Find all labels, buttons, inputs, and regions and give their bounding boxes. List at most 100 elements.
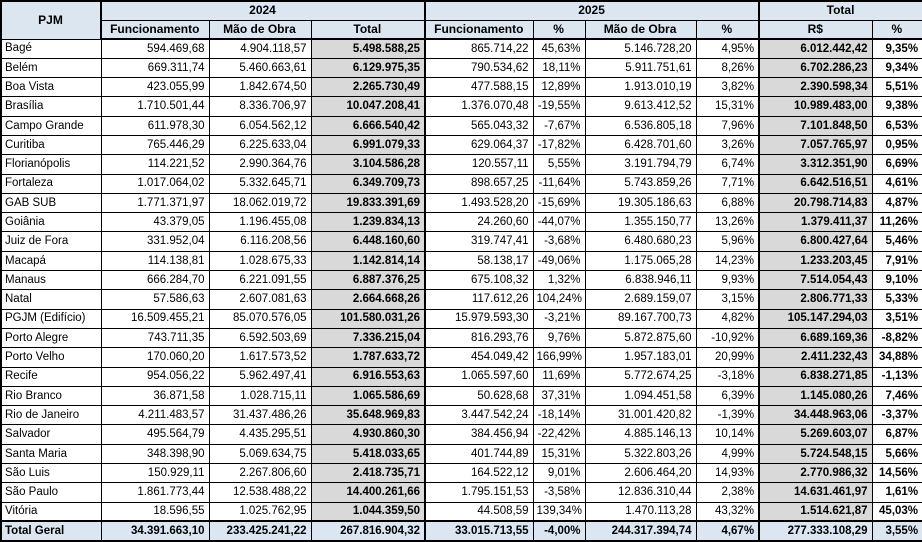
- total-rs-cell: 7.514.054,43: [758, 270, 873, 291]
- pct-mao-de-obra-2025-cell: 20,99%: [695, 347, 760, 368]
- funcionamento-2024-cell: 666.284,70: [100, 270, 210, 291]
- pct-mao-de-obra-2025-cell: 7,71%: [695, 173, 760, 194]
- funcionamento-2025-cell: 816.293,76: [424, 327, 534, 349]
- funcionamento-2024-cell: 34.391.663,10: [100, 520, 210, 542]
- mao-de-obra-2024-cell: 2.607.081,63: [208, 289, 312, 310]
- pjm-cell: Porto Velho: [0, 347, 102, 368]
- header-mao-de-obra-2024: Mão de Obra: [208, 19, 312, 40]
- pct-mao-de-obra-2025-cell: 3,15%: [695, 289, 760, 310]
- total-rs-cell: 6.689.169,36: [758, 327, 873, 349]
- pct-funcionamento-2025-cell: -15,69%: [532, 192, 586, 214]
- pct-funcionamento-2025-cell: 45,63%: [532, 38, 586, 59]
- total-2024-cell: 6.349.709,73: [310, 173, 426, 194]
- total-rs-cell: 7.057.765,97: [758, 134, 873, 156]
- mao-de-obra-2025-cell: 4.885.146,13: [584, 424, 697, 445]
- pct-funcionamento-2025-cell: 139,34%: [532, 501, 586, 522]
- mao-de-obra-2024-cell: 233.425.241,22: [208, 520, 312, 542]
- mao-de-obra-2025-cell: 244.317.394,74: [584, 520, 697, 542]
- mao-de-obra-2024-cell: 1.196.455,08: [208, 212, 312, 233]
- table-row: Porto Velho 170.060,20 1.617.573,52 1.787.6…: [0, 347, 922, 368]
- funcionamento-2025-cell: 58.138,17: [424, 250, 534, 272]
- funcionamento-2025-cell: 1.493.528,20: [424, 192, 534, 214]
- total-2024-cell: 6.666.540,42: [310, 115, 426, 136]
- total-rs-cell: 277.333.108,29: [758, 520, 873, 542]
- funcionamento-2025-cell: 865.714,22: [424, 38, 534, 59]
- mao-de-obra-2024-cell: 5.069.634,75: [208, 443, 312, 465]
- mao-de-obra-2025-cell: 2.606.464,20: [584, 463, 697, 484]
- mao-de-obra-2025-cell: 3.191.794,79: [584, 154, 697, 175]
- pjm-cell: Juiz de Fora: [0, 231, 102, 252]
- funcionamento-2024-cell: 36.871,58: [100, 385, 210, 407]
- pct-mao-de-obra-2025-cell: 15,31%: [695, 96, 760, 117]
- table-row: Vitória 18.596,55 1.025.762,95 1.044.359,50…: [0, 501, 922, 522]
- total-rs-cell: 6.800.427,64: [758, 231, 873, 252]
- table-row: Curitiba 765.446,29 6.225.633,04 6.991.079,…: [0, 134, 922, 156]
- total-2024-cell: 35.648.969,83: [310, 405, 426, 426]
- pct-mao-de-obra-2025-cell: 43,32%: [695, 501, 760, 522]
- header-funcionamento-2025: Funcionamento: [424, 19, 534, 40]
- total-2024-cell: 4.930.860,30: [310, 424, 426, 445]
- pct-funcionamento-2025-cell: 12,89%: [532, 77, 586, 98]
- table-row: Juiz de Fora 331.952,04 6.116.208,56 6.448.…: [0, 231, 922, 252]
- pct-funcionamento-2025-cell: 15,31%: [532, 443, 586, 465]
- total-pct-cell: 1,61%: [871, 482, 922, 503]
- pjm-cell: Recife: [0, 366, 102, 387]
- total-2024-cell: 1.239.834,13: [310, 212, 426, 233]
- mao-de-obra-2025-cell: 6.428.701,60: [584, 134, 697, 156]
- funcionamento-2025-cell: 319.747,41: [424, 231, 534, 252]
- table-row: GAB SUB 1.771.371,97 18.062.019,72 19.833.3…: [0, 192, 922, 214]
- pct-mao-de-obra-2025-cell: 8,26%: [695, 57, 760, 79]
- total-2024-cell: 14.400.261,66: [310, 482, 426, 503]
- total-2024-cell: 6.887.376,25: [310, 270, 426, 291]
- total-pct-cell: 4,87%: [871, 192, 922, 214]
- total-2024-cell: 1.044.359,50: [310, 501, 426, 522]
- funcionamento-2025-cell: 675.108,32: [424, 270, 534, 291]
- total-rs-cell: 2.411.232,43: [758, 347, 873, 368]
- total-pct-cell: -1,13%: [871, 366, 922, 387]
- pct-mao-de-obra-2025-cell: -3,18%: [695, 366, 760, 387]
- pjm-cell: Porto Alegre: [0, 327, 102, 349]
- funcionamento-2024-cell: 1.017.064,02: [100, 173, 210, 194]
- pjm-cell: Campo Grande: [0, 115, 102, 136]
- mao-de-obra-2025-cell: 6.536.805,18: [584, 115, 697, 136]
- mao-de-obra-2024-cell: 18.062.019,72: [208, 192, 312, 214]
- pct-funcionamento-2025-cell: -11,64%: [532, 173, 586, 194]
- funcionamento-2025-cell: 565.043,32: [424, 115, 534, 136]
- funcionamento-2025-cell: 790.534,62: [424, 57, 534, 79]
- funcionamento-2025-cell: 384.456,94: [424, 424, 534, 445]
- total-2024-cell: 7.336.215,04: [310, 327, 426, 349]
- funcionamento-2025-cell: 15.979.593,30: [424, 308, 534, 329]
- pjm-cell: Boa Vista: [0, 77, 102, 98]
- total-rs-cell: 6.012.442,42: [758, 38, 873, 59]
- funcionamento-2024-cell: 170.060,20: [100, 347, 210, 368]
- pct-mao-de-obra-2025-cell: 7,96%: [695, 115, 760, 136]
- total-2024-cell: 6.991.079,33: [310, 134, 426, 156]
- pct-mao-de-obra-2025-cell: 6,39%: [695, 385, 760, 407]
- pct-mao-de-obra-2025-cell: 10,14%: [695, 424, 760, 445]
- pjm-cell: Goiânia: [0, 212, 102, 233]
- total-pct-cell: 3,55%: [871, 520, 922, 542]
- table-row: Recife 954.056,22 5.962.497,41 6.916.553,63…: [0, 366, 922, 387]
- table-row: Natal 57.586,63 2.607.081,63 2.664.668,26 11…: [0, 289, 922, 310]
- table-row: Brasília 1.710.501,44 8.336.706,97 10.047.2…: [0, 96, 922, 117]
- pjm-cell: Natal: [0, 289, 102, 310]
- pct-mao-de-obra-2025-cell: -1,39%: [695, 405, 760, 426]
- mao-de-obra-2025-cell: 1.094.451,58: [584, 385, 697, 407]
- funcionamento-2025-cell: 120.557,11: [424, 154, 534, 175]
- table-row: Florianópolis 114.221,52 2.990.364,76 3.104…: [0, 154, 922, 175]
- pjm-cell: Macapá: [0, 250, 102, 272]
- total-pct-cell: 5,46%: [871, 231, 922, 252]
- total-2024-cell: 2.664.668,26: [310, 289, 426, 310]
- funcionamento-2024-cell: 331.952,04: [100, 231, 210, 252]
- funcionamento-2025-cell: 117.612,26: [424, 289, 534, 310]
- funcionamento-2024-cell: 57.586,63: [100, 289, 210, 310]
- total-pct-cell: 34,88%: [871, 347, 922, 368]
- funcionamento-2024-cell: 611.978,30: [100, 115, 210, 136]
- pjm-cell: Total Geral: [0, 520, 102, 542]
- mao-de-obra-2024-cell: 2.267.806,60: [208, 463, 312, 484]
- pct-funcionamento-2025-cell: -44,07%: [532, 212, 586, 233]
- funcionamento-2024-cell: 114.221,52: [100, 154, 210, 175]
- total-2024-cell: 10.047.208,41: [310, 96, 426, 117]
- total-rs-cell: 20.798.714,83: [758, 192, 873, 214]
